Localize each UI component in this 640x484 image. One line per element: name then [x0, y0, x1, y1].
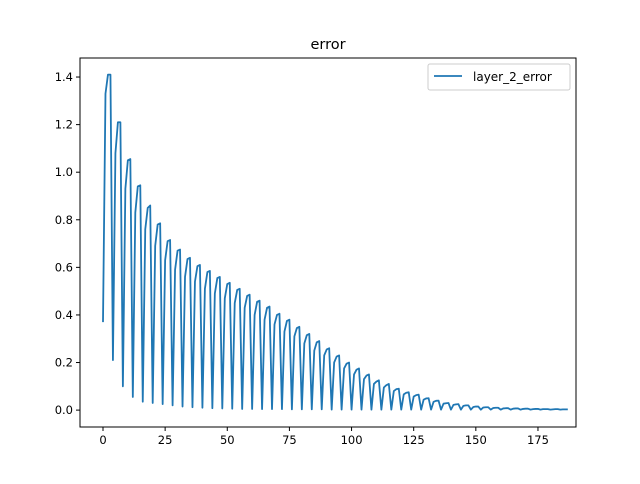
y-tick-label: 0.2: [55, 356, 73, 370]
axes-frame: [79, 57, 577, 428]
y-tick-label: 0.8: [55, 213, 73, 227]
x-tick-label: 150: [465, 433, 487, 447]
y-tick-label: 1.2: [55, 118, 73, 132]
x-tick-label: 125: [403, 433, 425, 447]
x-tick-label: 0: [99, 433, 106, 447]
legend-box: [427, 63, 571, 91]
series-line-layer_2_error: [102, 73, 568, 411]
y-tick-label: 1.0: [55, 165, 73, 179]
legend-label: layer_2_error: [473, 70, 552, 84]
legend: layer_2_error: [427, 63, 571, 91]
x-tick-label: 100: [341, 433, 363, 447]
x-tick-label: 50: [220, 433, 235, 447]
x-tick-label: 75: [282, 433, 297, 447]
y-tick-label: 0.6: [55, 260, 73, 274]
ticks: 0 25 50 75 100 125 150 175 0.0 0.2 0.4 0.6 0.8 1.0 1.2…: [55, 70, 549, 447]
y-tick-label: 0.4: [55, 308, 73, 322]
y-tick-label: 0.0: [55, 403, 73, 417]
chart-title: error: [310, 37, 345, 53]
x-tick-label: 25: [158, 433, 173, 447]
x-tick-label: 175: [527, 433, 549, 447]
series-lines: [102, 73, 568, 411]
y-tick-label: 1.4: [55, 70, 73, 84]
